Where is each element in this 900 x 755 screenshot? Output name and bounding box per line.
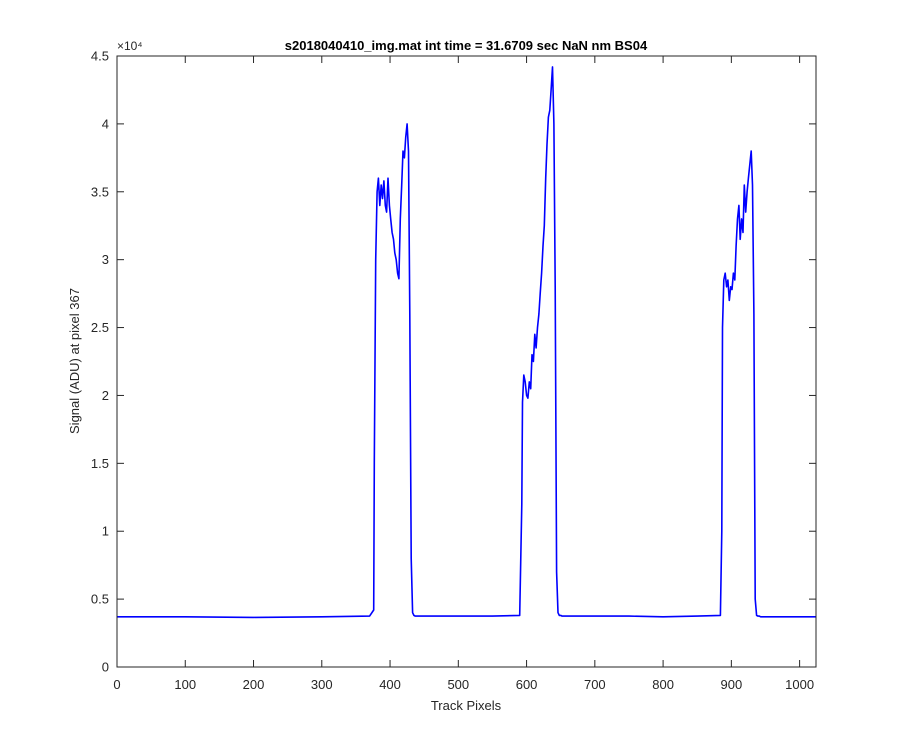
- x-tick-label: 600: [516, 677, 538, 692]
- x-tick-label: 300: [311, 677, 333, 692]
- x-tick-label: 100: [174, 677, 196, 692]
- y-tick-labels: 0 0.5 1 1.5 2 2.5 3 3.5 4 4.5: [91, 49, 109, 675]
- x-tick-label: 0: [113, 677, 120, 692]
- plot-area: [117, 56, 816, 667]
- series-line: [117, 66, 816, 619]
- x-tick-label: 500: [447, 677, 469, 692]
- series-layer: [117, 66, 816, 619]
- x-tick-label: 800: [652, 677, 674, 692]
- x-tick-labels: 0 100 200 300 400 500 600 700 800 900 1000: [113, 677, 814, 692]
- x-tick-label: 900: [721, 677, 743, 692]
- y-tick-label: 3.5: [91, 184, 109, 199]
- y-tick-label: 2.5: [91, 320, 109, 335]
- y-tick-label: 4: [102, 116, 109, 131]
- x-tick-label: 400: [379, 677, 401, 692]
- x-axis-label: Track Pixels: [431, 698, 502, 713]
- tick-marks: [116, 55, 816, 668]
- x-tick-label: 700: [584, 677, 606, 692]
- x-tick-label: 200: [243, 677, 265, 692]
- chart-title: s2018040410_img.mat int time = 31.6709 s…: [285, 38, 648, 53]
- y-tick-label: 0.5: [91, 592, 109, 607]
- y-tick-label: 2: [102, 388, 109, 403]
- y-tick-label: 0: [102, 660, 109, 675]
- axes-box: [116, 55, 817, 668]
- x-tick-label: 1000: [785, 677, 814, 692]
- y-axis-label: Signal (ADU) at pixel 367: [67, 288, 82, 434]
- y-tick-label: 1: [102, 524, 109, 539]
- y-exponent-label: ×10⁴: [117, 39, 143, 53]
- y-tick-label: 1.5: [91, 456, 109, 471]
- y-tick-label: 4.5: [91, 49, 109, 64]
- y-tick-label: 3: [102, 252, 109, 267]
